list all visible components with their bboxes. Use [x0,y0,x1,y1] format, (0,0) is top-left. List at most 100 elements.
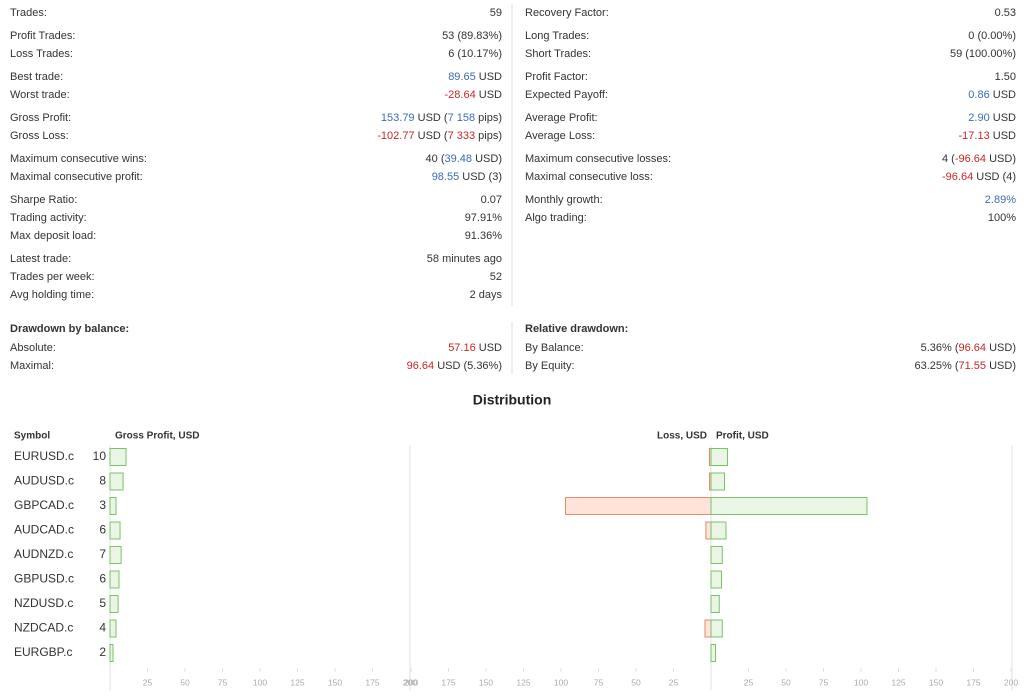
value-part: USD [990,112,1016,124]
stat-value: 59 [490,7,502,19]
symbol-label: AUDUSD.c [14,474,74,488]
bar [710,472,725,491]
bar [710,619,723,638]
x-tick-label: 175 [966,677,980,687]
value-part: 2 days [470,289,503,301]
stat-value: 58 minutes ago [427,253,502,265]
stat-value: 91.36% [465,230,503,242]
x-tick-label: 25 [669,677,679,687]
value-part: 53 (89.83%) [442,30,502,42]
stat-label: Loss Trades: [10,48,73,60]
x-tick-label: 125 [516,677,530,687]
value-part: 58 minutes ago [427,253,502,265]
value-part: 1.50 [995,71,1016,83]
stat-label: Trading activity: [10,212,87,224]
stat-label: Recovery Factor: [525,7,609,19]
stat-value: 4 (-96.64 USD) [942,153,1016,165]
stat-value: 0.53 [995,7,1016,19]
symbol-label: EURUSD.c [14,449,74,463]
trade-count: 8 [99,474,106,488]
stat-value: 63.25% (71.55 USD) [914,360,1016,372]
x-tick-label: 50 [180,677,190,687]
value-part: USD ( [415,130,448,142]
stat-value: 57.16 USD [448,342,502,354]
bar [109,472,124,491]
series-header: Profit, USD [716,431,769,442]
stat-value: -28.64 USD [445,89,503,101]
stat-label: Best trade: [10,71,63,83]
value-part: pips) [475,130,502,142]
stat-label: Maximum consecutive losses: [525,153,671,165]
chart-title: Distribution [473,392,552,408]
stat-value: -96.64 USD (4) [942,171,1016,183]
trade-count: 7 [99,547,106,561]
trade-count: 2 [99,645,106,659]
x-tick-label: 200 [403,677,417,687]
stat-value: 0.86 USD [968,89,1016,101]
x-tick-label: 75 [594,677,604,687]
value-part: 52 [490,271,502,283]
stat-value: 6 (10.17%) [448,48,502,60]
symbol-label: GBPUSD.c [14,572,74,586]
stat-label: Sharpe Ratio: [10,194,77,206]
stat-value: 100% [988,212,1016,224]
bar [109,570,120,589]
column-header: Symbol [14,431,50,442]
bar [710,570,722,589]
value-part: 40 ( [426,153,445,165]
value-part: 2.89% [985,194,1016,206]
stat-label: By Equity: [525,360,575,372]
x-tick-label: 150 [929,677,943,687]
stat-label: Monthly growth: [525,194,603,206]
stat-value: 59 (100.00%) [950,48,1016,60]
value-part: -96.64 [955,153,986,165]
symbol-label: AUDCAD.c [14,523,74,537]
x-tick-label: 100 [554,677,568,687]
trade-count: 5 [99,596,106,610]
stat-value: 0 (0.00%) [968,30,1016,42]
bar [109,448,127,466]
stat-label: Short Trades: [525,48,591,60]
value-part: 100% [988,212,1016,224]
stat-value: 153.79 USD (7 158 pips) [381,112,502,124]
stat-label: Maximum consecutive wins: [10,153,147,165]
stat-value: 2.89% [985,194,1016,206]
stat-value: 53 (89.83%) [442,30,502,42]
value-part: 0.53 [995,7,1016,19]
value-part: 2.90 [968,112,989,124]
section-title: Relative drawdown: [525,323,628,335]
x-tick-label: 50 [781,677,791,687]
stat-label: Maximal: [10,360,54,372]
x-tick-label: 75 [218,677,228,687]
stat-label: Profit Factor: [525,71,588,83]
bar [710,595,720,613]
value-part: USD [476,89,502,101]
value-part: 57.16 [448,342,476,354]
bar [109,644,114,662]
value-part: 0.07 [481,194,502,206]
x-tick-label: 125 [891,677,905,687]
value-part: USD [476,342,502,354]
value-part: 5.36% ( [921,342,959,354]
bar [109,595,119,613]
stat-label: Trades per week: [10,271,95,283]
value-part: USD) [986,342,1016,354]
bar [109,619,117,638]
value-part: USD (4) [973,171,1016,183]
stat-label: Gross Loss: [10,130,69,142]
stat-label: Expected Payoff: [525,89,608,101]
stat-value: 89.65 USD [448,71,502,83]
symbol-label: GBPCAD.c [14,498,74,512]
value-part: -102.77 [377,130,414,142]
bar [705,521,712,540]
value-part: 0 (0.00%) [968,30,1016,42]
value-part: USD [476,71,502,83]
value-part: 0.86 [968,89,989,101]
symbol-label: NZDCAD.c [14,621,73,635]
trade-count: 6 [99,523,106,537]
stat-value: 5.36% (96.64 USD) [921,342,1016,354]
trade-count: 6 [99,572,106,586]
value-part: USD) [472,153,502,165]
stat-label: Long Trades: [525,30,589,42]
value-part: USD [990,89,1016,101]
